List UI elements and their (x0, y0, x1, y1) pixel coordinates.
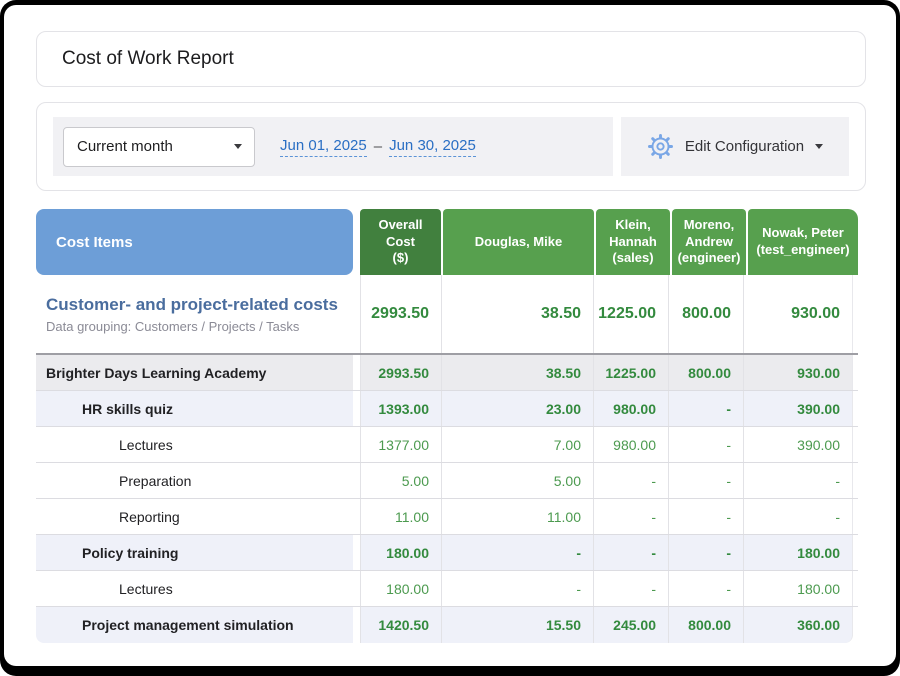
column-header-klein-hannah: Klein, Hannah (sales) (596, 209, 670, 275)
cell-moreno: - (668, 427, 743, 462)
cost-of-work-table: Cost Items Overall Cost ($) Douglas, Mik… (36, 209, 858, 643)
cost-item-label: HR skills quiz (36, 391, 353, 426)
cost-item-label: Project management simulation (36, 607, 353, 643)
cell-nowak: - (743, 463, 853, 498)
cost-items-header: Cost Items (36, 209, 353, 275)
row-values: 11.00 11.00 - - - (360, 499, 853, 534)
cell-douglas: 15.50 (441, 607, 593, 643)
cell-overall: 180.00 (360, 535, 441, 570)
table-row-task: Lectures 180.00 - - - 180.00 (36, 571, 858, 607)
cost-item-label: Policy training (36, 535, 353, 570)
cost-item-label: Brighter Days Learning Academy (36, 355, 353, 390)
cost-item-label: Lectures (36, 571, 353, 606)
table-row-task: Preparation 5.00 5.00 - - - (36, 463, 858, 499)
period-select[interactable]: Current month (63, 126, 255, 167)
section-value-nowak: 930.00 (743, 275, 853, 353)
section-value-moreno: 800.00 (668, 275, 743, 353)
section-value-douglas: 38.50 (441, 275, 593, 353)
cell-overall: 1377.00 (360, 427, 441, 462)
cell-overall: 11.00 (360, 499, 441, 534)
cell-moreno: - (668, 391, 743, 426)
chevron-down-icon (815, 144, 824, 149)
cell-douglas: 11.00 (441, 499, 593, 534)
cell-moreno: 800.00 (668, 355, 743, 390)
report-title-card: Cost of Work Report (36, 31, 866, 87)
row-values: 1420.50 15.50 245.00 800.00 360.00 (360, 607, 853, 643)
cell-nowak: 930.00 (743, 355, 853, 390)
row-values: 5.00 5.00 - - - (360, 463, 853, 498)
cost-item-label: Reporting (36, 499, 353, 534)
filter-card: Current month Jun 01, 2025 – Jun 30, 202… (36, 102, 866, 191)
row-values: 1377.00 7.00 980.00 - 390.00 (360, 427, 853, 462)
column-header-overall-cost: Overall Cost ($) (360, 209, 441, 275)
cost-item-label: Preparation (36, 463, 353, 498)
cell-klein: 980.00 (593, 391, 668, 426)
cell-klein: - (593, 499, 668, 534)
date-from-link[interactable]: Jun 01, 2025 (280, 137, 367, 157)
section-value-klein: 1225.00 (593, 275, 668, 353)
row-values: 180.00 - - - 180.00 (360, 571, 853, 606)
cost-item-label: Lectures (36, 427, 353, 462)
edit-configuration-label: Edit Configuration (684, 138, 805, 155)
row-values: 180.00 - - - 180.00 (360, 535, 853, 570)
cell-klein: - (593, 463, 668, 498)
cell-overall: 2993.50 (360, 355, 441, 390)
cell-overall: 180.00 (360, 571, 441, 606)
cell-nowak: - (743, 499, 853, 534)
cell-overall: 5.00 (360, 463, 441, 498)
cell-moreno: - (668, 535, 743, 570)
table-row-project: Project management simulation 1420.50 15… (36, 607, 858, 643)
cell-klein: - (593, 535, 668, 570)
cell-douglas: 7.00 (441, 427, 593, 462)
cell-moreno: - (668, 571, 743, 606)
chevron-down-icon (234, 144, 242, 149)
cell-nowak: 390.00 (743, 391, 853, 426)
date-filter-bar: Current month Jun 01, 2025 – Jun 30, 202… (53, 117, 613, 176)
section-value-overall: 2993.50 (360, 275, 441, 353)
period-select-value: Current month (77, 138, 173, 155)
cell-moreno: 800.00 (668, 607, 743, 643)
table-row-project: Policy training 180.00 - - - 180.00 (36, 535, 858, 571)
table-row-task: Lectures 1377.00 7.00 980.00 - 390.00 (36, 427, 858, 463)
cell-douglas: - (441, 571, 593, 606)
cell-nowak: 180.00 (743, 571, 853, 606)
cell-douglas: 38.50 (441, 355, 593, 390)
cell-overall: 1420.50 (360, 607, 441, 643)
date-range-separator: – (373, 138, 383, 155)
table-header-row: Cost Items Overall Cost ($) Douglas, Mik… (36, 209, 858, 275)
cell-douglas: 23.00 (441, 391, 593, 426)
table-row-customer: Brighter Days Learning Academy 2993.50 3… (36, 355, 858, 391)
cell-overall: 1393.00 (360, 391, 441, 426)
section-data-grouping: Data grouping: Customers / Projects / Ta… (46, 318, 300, 334)
cell-moreno: - (668, 499, 743, 534)
column-header-douglas-mike: Douglas, Mike (443, 209, 594, 275)
gear-icon (647, 134, 673, 159)
cell-douglas: 5.00 (441, 463, 593, 498)
cell-klein: - (593, 571, 668, 606)
section-heading: Customer- and project-related costs Data… (36, 275, 353, 353)
cell-nowak: 180.00 (743, 535, 853, 570)
cell-moreno: - (668, 463, 743, 498)
table-row-task: Reporting 11.00 11.00 - - - (36, 499, 858, 535)
app-content: Cost of Work Report Current month Jun 01… (4, 5, 896, 666)
date-to-link[interactable]: Jun 30, 2025 (389, 137, 476, 157)
section-title: Customer- and project-related costs (46, 294, 338, 314)
table-row-project: HR skills quiz 1393.00 23.00 980.00 - 39… (36, 391, 858, 427)
cell-klein: 980.00 (593, 427, 668, 462)
cell-douglas: - (441, 535, 593, 570)
column-header-nowak-peter: Nowak, Peter (test_engineer) (748, 209, 858, 275)
cell-klein: 245.00 (593, 607, 668, 643)
cell-klein: 1225.00 (593, 355, 668, 390)
cell-nowak: 360.00 (743, 607, 853, 643)
row-values: 1393.00 23.00 980.00 - 390.00 (360, 391, 853, 426)
column-header-moreno-andrew: Moreno, Andrew (engineer) (672, 209, 746, 275)
edit-configuration-button[interactable]: Edit Configuration (621, 117, 849, 176)
row-values: 2993.50 38.50 1225.00 800.00 930.00 (360, 355, 853, 390)
page-title: Cost of Work Report (62, 48, 234, 69)
cell-nowak: 390.00 (743, 427, 853, 462)
section-summary-row: Customer- and project-related costs Data… (36, 275, 858, 355)
